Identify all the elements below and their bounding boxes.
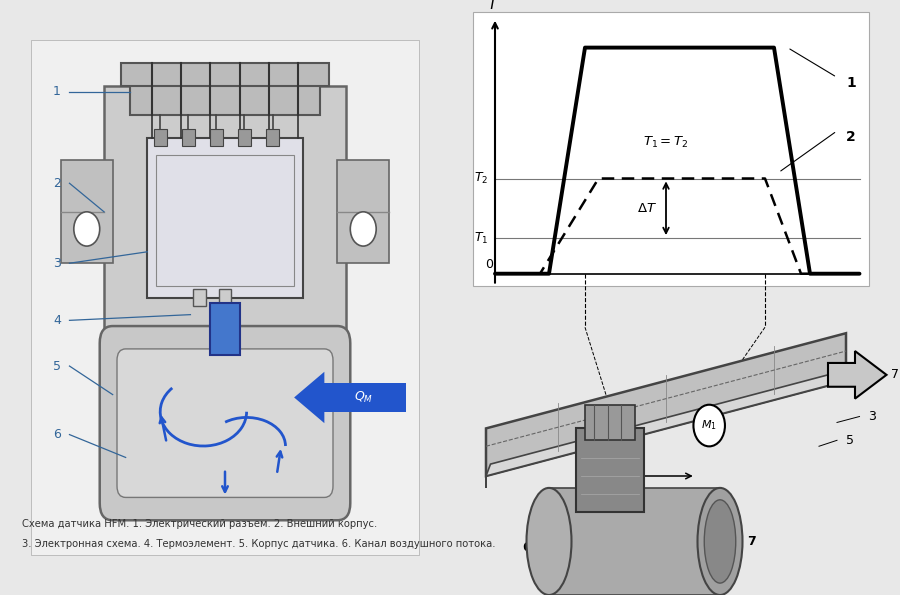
Bar	[266, 129, 279, 146]
Bar	[210, 303, 240, 355]
Bar	[122, 63, 328, 86]
Polygon shape	[294, 372, 324, 423]
Text: 4: 4	[53, 314, 61, 327]
Ellipse shape	[704, 500, 736, 583]
Bar	[585, 405, 634, 440]
Bar	[130, 80, 320, 115]
Bar	[154, 129, 166, 146]
Bar	[472, 12, 868, 286]
Text: $M_2$: $M_2$	[604, 425, 620, 439]
Polygon shape	[486, 333, 846, 476]
Text: 7: 7	[891, 368, 899, 381]
Circle shape	[596, 411, 628, 453]
Text: $T_1 = T_2$: $T_1 = T_2$	[644, 135, 688, 151]
FancyBboxPatch shape	[100, 326, 350, 520]
Bar	[156, 155, 294, 286]
Circle shape	[74, 212, 100, 246]
Bar	[182, 129, 194, 146]
Bar	[219, 289, 231, 306]
Polygon shape	[324, 383, 407, 412]
Bar	[104, 86, 346, 515]
Text: 1: 1	[846, 76, 856, 90]
Text: $Q_M$: $Q_M$	[354, 390, 373, 405]
Text: 3. Электронная схема. 4. Термоэлемент. 5. Корпус датчика. 6. Канал воздушного по: 3. Электронная схема. 4. Термоэлемент. 5…	[22, 539, 496, 549]
Text: 3: 3	[53, 256, 61, 270]
Text: $\Delta T$: $\Delta T$	[637, 202, 657, 215]
Text: 2: 2	[846, 130, 856, 144]
Bar	[238, 129, 251, 146]
Bar	[148, 137, 302, 298]
Text: $T_1$: $T_1$	[474, 230, 488, 246]
Bar	[193, 289, 205, 306]
Bar	[61, 161, 112, 263]
Text: 6: 6	[522, 541, 531, 554]
Bar	[210, 129, 223, 146]
Text: 5: 5	[53, 359, 61, 372]
Text: 1: 1	[53, 85, 61, 98]
Polygon shape	[486, 369, 850, 476]
Text: $T$: $T$	[487, 0, 499, 12]
Circle shape	[693, 405, 725, 446]
Text: 4: 4	[657, 488, 664, 501]
Text: 2: 2	[53, 177, 61, 190]
Bar	[576, 428, 644, 512]
Text: 7: 7	[747, 535, 756, 548]
Text: $M_1$: $M_1$	[701, 419, 717, 433]
Text: 0: 0	[485, 258, 493, 271]
Ellipse shape	[698, 488, 742, 595]
Text: 5: 5	[846, 434, 854, 447]
Text: 6: 6	[53, 428, 61, 441]
Circle shape	[350, 212, 376, 246]
Bar	[338, 161, 389, 263]
Text: Схема датчика НFМ. 1. Электрический разъем. 2. Внешний корпус.: Схема датчика НFМ. 1. Электрический разъ…	[22, 519, 377, 529]
Ellipse shape	[526, 488, 572, 595]
Text: 3: 3	[868, 410, 877, 423]
Polygon shape	[828, 351, 886, 399]
Polygon shape	[549, 488, 720, 595]
FancyBboxPatch shape	[117, 349, 333, 497]
Text: 5: 5	[680, 591, 688, 595]
Text: $T_2$: $T_2$	[474, 171, 488, 186]
